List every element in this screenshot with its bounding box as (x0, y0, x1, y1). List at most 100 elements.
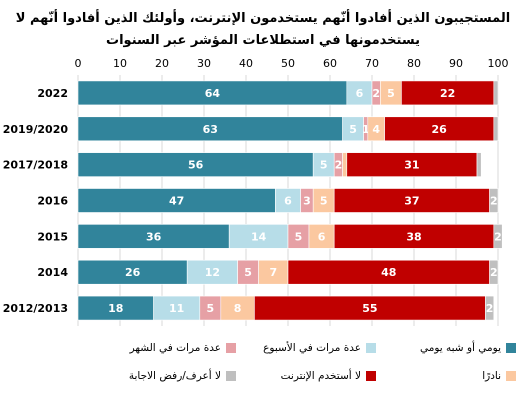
legend-label: عدة مرات في الأسبوع (263, 342, 361, 354)
bar-segment (77, 80, 348, 106)
bar-segment (493, 224, 503, 249)
data-label: 2 (335, 159, 343, 172)
legend-item: يومي أو شبه يومي (420, 342, 516, 354)
legend-swatch (226, 343, 236, 353)
legend: يومي أو شبه يومي عدة مرات في الأسبوع عدة م… (96, 336, 516, 398)
legend-swatch (506, 371, 516, 381)
data-label: 5 (387, 87, 395, 100)
bar-segment (275, 188, 301, 213)
data-label: 64 (205, 87, 221, 100)
data-label: 31 (404, 159, 419, 172)
legend-item: عدة مرات في الأسبوع (263, 342, 376, 354)
bar-segment (287, 259, 490, 285)
legend-label: عدة مرات في الشهر (129, 342, 221, 354)
legend-label: لا أستخدم الإنترنت (280, 370, 361, 382)
data-label: 8 (234, 302, 242, 315)
data-label: 63 (203, 123, 218, 136)
bar-segment (333, 224, 495, 249)
bar-segment (186, 259, 238, 285)
data-label: 3 (303, 195, 311, 208)
data-label: 12 (205, 266, 220, 279)
x-tick-label: 100 (488, 57, 509, 70)
legend-swatch (366, 343, 376, 353)
legend-label: لا أعرف/رفض الاجابة (128, 370, 221, 382)
bar-segment (77, 116, 343, 142)
bar-segment (342, 152, 348, 177)
legend-swatch (226, 371, 236, 381)
data-label: 5 (320, 159, 328, 172)
bar-segment (346, 152, 478, 177)
x-tick-label: 60 (323, 57, 337, 70)
data-label: 5 (295, 230, 303, 243)
x-tick-label: 80 (407, 57, 421, 70)
x-tick-label: 90 (449, 57, 463, 70)
legend-item: عدة مرات في الشهر (130, 342, 236, 354)
data-label: 1 (362, 123, 370, 136)
bar-segment (489, 259, 499, 285)
data-label: 5 (320, 195, 328, 208)
data-label: 38 (406, 230, 421, 243)
legend-label: يومي أو شبه يومي (419, 342, 501, 354)
category-label: 2012/2013 (3, 302, 68, 315)
data-label: 55 (362, 302, 377, 315)
data-label: 22 (440, 87, 455, 100)
data-label: 5 (349, 123, 357, 136)
bar-segment (153, 295, 201, 321)
bar-segment (401, 80, 495, 106)
bar-segment (493, 80, 499, 106)
data-label: 2 (494, 230, 502, 243)
chart-title: المستجيبون الذين أفادوا أنّهم يستخدمون ا… (15, 11, 511, 48)
data-label: 47 (169, 195, 184, 208)
bar-segment (258, 259, 289, 285)
x-tick-label: 70 (365, 57, 379, 70)
data-label: 37 (404, 195, 419, 208)
data-label: 11 (169, 302, 184, 315)
category-label: 2015 (37, 230, 68, 243)
x-tick-label: 40 (239, 57, 253, 70)
category-label: 2014 (37, 266, 68, 279)
data-label: 48 (381, 266, 396, 279)
data-label: 6 (284, 195, 292, 208)
category-label: 2019/2020 (3, 123, 69, 136)
data-label: 6 (356, 87, 364, 100)
data-label: 26 (432, 123, 448, 136)
legend-label: نادرًا (482, 370, 501, 382)
x-tick-label: 0 (75, 57, 82, 70)
x-tick-label: 30 (197, 57, 211, 70)
data-label: 5 (206, 302, 214, 315)
bar-segment (220, 295, 255, 321)
data-label: 2 (372, 87, 380, 100)
bar-segment (77, 188, 276, 213)
category-labels: 2022 2019/2020 2017/2018 2016 2015 2014 2012/2… (3, 87, 69, 315)
legend-item: لا أعرف/رفض الاجابة (129, 370, 236, 382)
legend-swatch (506, 343, 516, 353)
bar-segment (77, 295, 154, 321)
data-label: 56 (188, 159, 204, 172)
data-label: 26 (125, 266, 141, 279)
data-label: 2 (486, 302, 494, 315)
bar-segment (493, 116, 499, 142)
category-label: 2017/2018 (3, 159, 68, 172)
data-label: 6 (318, 230, 326, 243)
bar-segment (228, 224, 289, 249)
bar-segment (489, 188, 499, 213)
x-tick-label: 20 (155, 57, 169, 70)
bar-segment (384, 116, 495, 142)
bar-segment (77, 259, 188, 285)
x-tick-label: 50 (281, 57, 295, 70)
data-label: 14 (251, 230, 267, 243)
category-label: 2022 (37, 87, 68, 100)
data-label: 5 (244, 266, 252, 279)
legend-swatch (366, 371, 376, 381)
bar-segment (333, 188, 490, 213)
x-tick-label: 10 (113, 57, 127, 70)
data-label: 4 (372, 123, 380, 136)
data-label: 2 (490, 195, 498, 208)
bar-segment (254, 295, 486, 321)
data-label: 7 (269, 266, 277, 279)
data-label: 2 (490, 266, 498, 279)
data-label: 18 (108, 302, 123, 315)
legend-item: نادرًا (482, 370, 516, 382)
data-label: 36 (146, 230, 162, 243)
